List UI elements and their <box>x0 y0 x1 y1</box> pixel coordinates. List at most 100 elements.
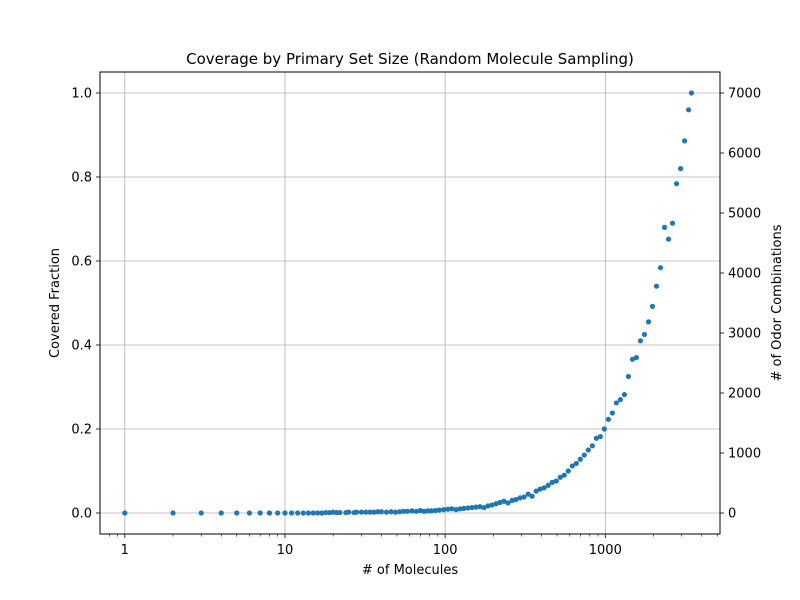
data-point <box>275 510 281 516</box>
data-point <box>569 463 575 469</box>
data-point <box>633 355 640 361</box>
y2-axis-label: # of Odor Combinations <box>770 224 785 381</box>
data-point <box>409 508 415 514</box>
data-point <box>533 488 539 494</box>
data-point <box>289 510 295 516</box>
data-point <box>609 410 615 416</box>
y-tick-label: 0.6 <box>71 255 92 270</box>
data-point <box>457 506 463 512</box>
data-point <box>577 456 583 462</box>
data-point <box>432 507 439 514</box>
y2-tick-label: 2000 <box>728 387 761 402</box>
data-point <box>585 447 591 453</box>
data-point <box>397 509 403 515</box>
y-axis-label: Covered Fraction <box>48 248 63 358</box>
data-point <box>378 509 385 515</box>
y-tick-label: 0.4 <box>71 339 92 354</box>
data-point <box>605 416 611 422</box>
data-point <box>557 474 563 480</box>
data-point <box>305 510 311 516</box>
data-point <box>497 499 503 506</box>
data-point <box>517 495 523 501</box>
data-point <box>669 220 676 226</box>
data-point <box>417 507 423 514</box>
x-tick-label: 1000 <box>589 543 622 558</box>
data-point <box>257 510 263 516</box>
x-axis: 1 10 100 1000 <box>108 534 718 558</box>
data-point <box>621 391 628 398</box>
x-tick-label: 1 <box>121 543 129 558</box>
data-point <box>485 503 491 509</box>
data-point <box>589 443 595 449</box>
data-point <box>573 460 579 467</box>
data-point <box>404 508 410 514</box>
data-point <box>565 468 571 474</box>
data-point <box>469 504 475 511</box>
data-point <box>367 509 373 515</box>
data-point <box>541 485 547 491</box>
data-point <box>436 507 442 513</box>
data-point <box>358 509 364 515</box>
data-point <box>388 509 394 515</box>
chart-title: Coverage by Primary Set Size (Random Mol… <box>186 50 634 68</box>
y2-tick-label: 0 <box>728 507 736 522</box>
data-point <box>477 504 483 510</box>
data-point <box>665 236 672 242</box>
y2-tick-label: 1000 <box>728 447 761 462</box>
data-point <box>218 510 224 516</box>
data-point <box>673 181 680 187</box>
data-point <box>453 507 459 513</box>
x-tick-label: 10 <box>277 543 294 558</box>
data-point <box>282 510 288 516</box>
x-tick-label: 100 <box>433 543 458 558</box>
data-point <box>505 500 511 506</box>
y2-tick-label: 7000 <box>728 87 761 102</box>
data-point <box>295 510 301 516</box>
data-point <box>413 508 419 514</box>
data-point <box>649 303 656 309</box>
y-axis-right: 0 1000 2000 3000 4000 5000 6000 7000 <box>720 87 761 522</box>
data-point <box>400 508 407 514</box>
data-point <box>661 224 668 230</box>
data-point <box>319 510 325 516</box>
data-point <box>613 400 619 406</box>
y2-tick-label: 4000 <box>728 267 761 282</box>
data-point <box>617 397 623 403</box>
data-point <box>545 482 551 488</box>
data-point <box>445 506 451 512</box>
data-point <box>653 283 660 289</box>
data-point <box>363 509 369 515</box>
data-point <box>383 509 390 515</box>
data-point <box>246 510 253 516</box>
data-point <box>677 166 684 172</box>
data-point <box>529 493 535 499</box>
data-point <box>428 508 434 514</box>
data-point <box>641 331 648 338</box>
data-point <box>685 107 692 113</box>
y2-tick-label: 6000 <box>728 147 761 162</box>
data-point <box>300 510 306 516</box>
plot-frame <box>99 71 721 535</box>
data-point <box>198 510 204 516</box>
data-point <box>513 496 519 503</box>
data-point <box>392 509 399 515</box>
y-tick-label: 0.2 <box>71 423 92 438</box>
y-tick-label: 1.0 <box>71 87 92 102</box>
data-point <box>625 373 632 380</box>
y-axis-left: 0.0 0.2 0.4 0.6 0.8 1.0 <box>71 87 100 522</box>
data-point <box>629 356 636 362</box>
data-point <box>597 433 603 440</box>
data-point <box>441 507 447 513</box>
data-point <box>337 509 343 516</box>
data-point <box>549 479 555 485</box>
data-point <box>493 501 499 507</box>
data-point <box>561 472 567 478</box>
data-point <box>323 509 329 516</box>
data-point <box>473 504 479 510</box>
data-point <box>465 505 471 511</box>
data-point <box>346 509 352 515</box>
data-point <box>122 510 128 516</box>
y2-tick-label: 3000 <box>728 327 761 342</box>
data-point <box>521 494 527 500</box>
data-point <box>637 338 644 344</box>
